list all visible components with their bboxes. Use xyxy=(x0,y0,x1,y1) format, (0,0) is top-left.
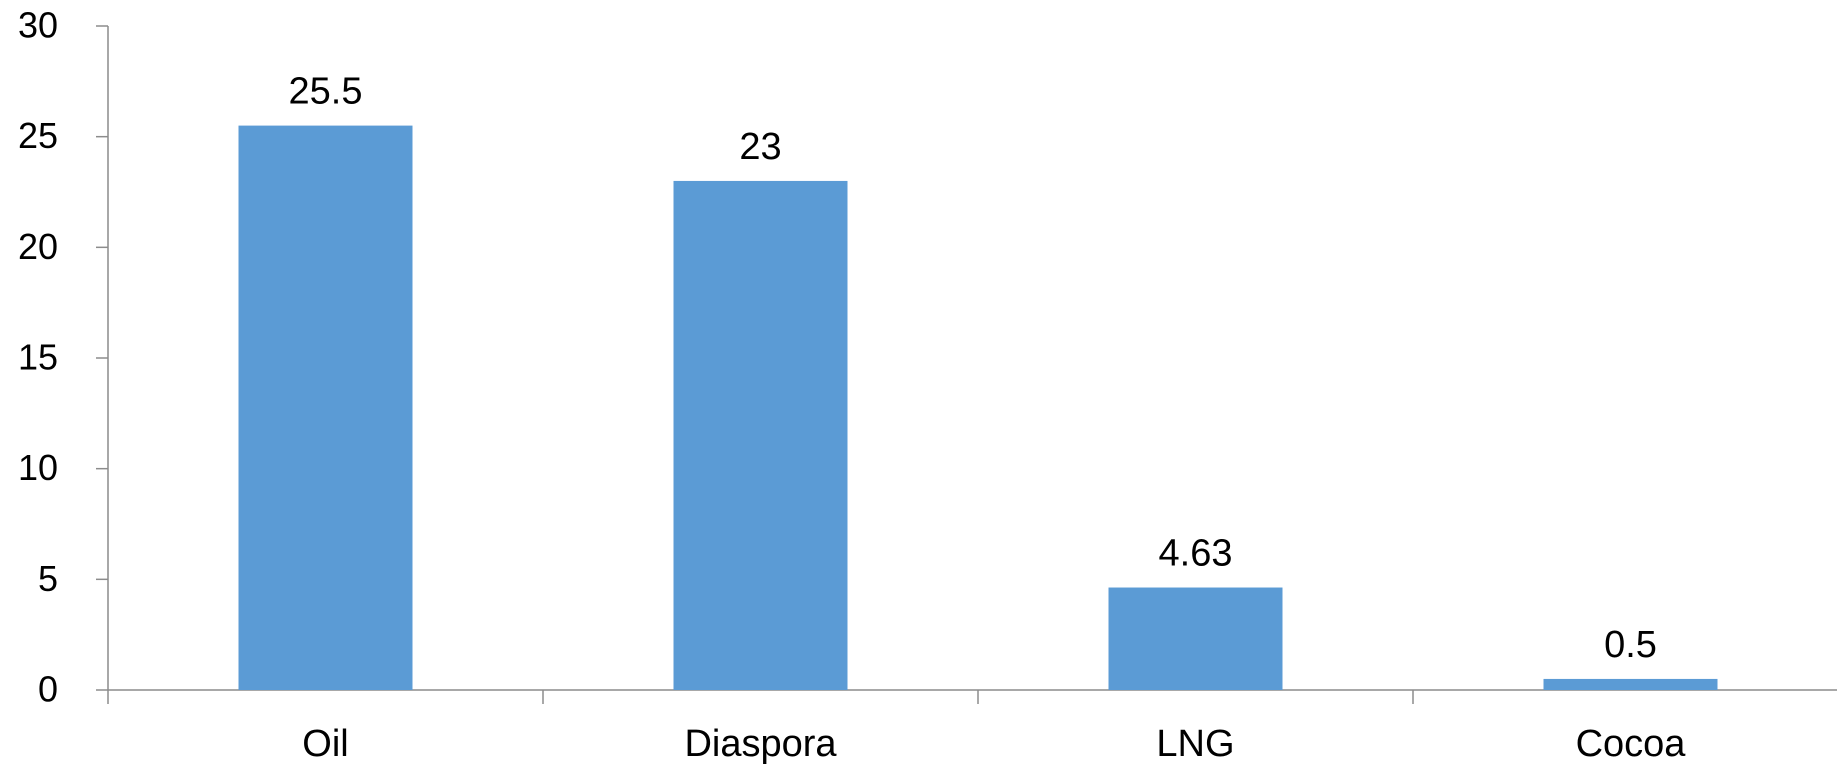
data-label: 25.5 xyxy=(289,71,363,113)
y-tick-label: 20 xyxy=(18,226,58,267)
bar-lng xyxy=(1108,587,1283,690)
bar-oil xyxy=(238,125,413,691)
data-labels: 25.5 23 4.63 0.5 xyxy=(289,71,1657,666)
bars xyxy=(238,125,1718,691)
y-tick-label: 25 xyxy=(18,115,58,156)
data-label: 4.63 xyxy=(1159,533,1233,575)
bar-diaspora xyxy=(673,180,848,690)
y-axis: 0 5 10 15 20 25 30 xyxy=(18,5,109,710)
bar-cocoa xyxy=(1543,678,1718,690)
y-tick-label: 30 xyxy=(18,5,58,46)
y-tick-label: 10 xyxy=(18,447,58,488)
x-axis: Oil Diaspora LNG Cocoa xyxy=(107,689,1837,765)
y-tick-label: 0 xyxy=(38,669,58,710)
y-tick-label: 15 xyxy=(18,337,58,378)
y-tick-label: 5 xyxy=(38,558,58,599)
data-label: 0.5 xyxy=(1604,624,1657,666)
x-tick-label: LNG xyxy=(1156,723,1234,765)
x-tick-label: Cocoa xyxy=(1576,723,1687,765)
x-tick-label: Diaspora xyxy=(684,723,837,765)
x-tick-label: Oil xyxy=(302,723,348,765)
data-label: 23 xyxy=(739,126,781,168)
